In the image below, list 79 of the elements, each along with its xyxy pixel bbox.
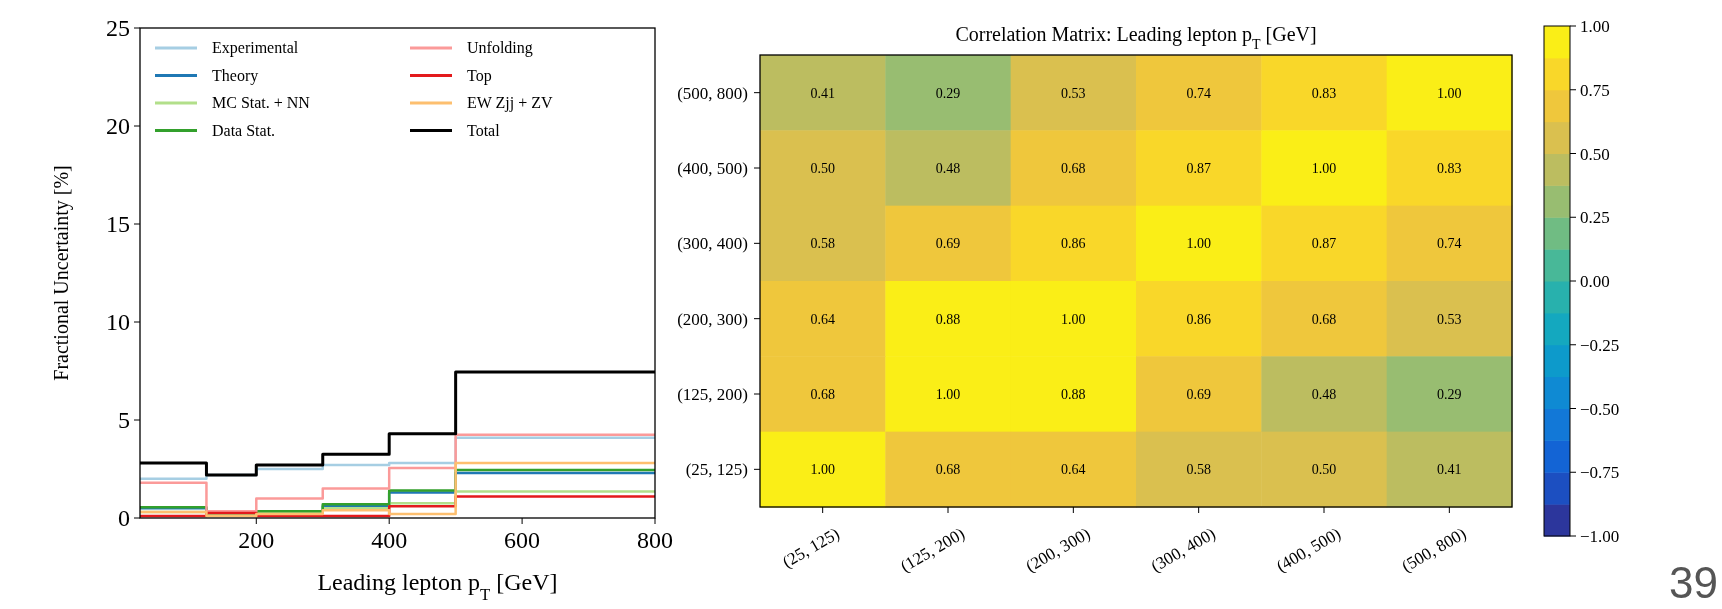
color-bar-label: 0.50 <box>1580 144 1610 164</box>
y-tick-label: 5 <box>118 407 130 433</box>
data-label: 0.48 <box>1311 387 1337 402</box>
data-label: 0.68 <box>935 462 961 478</box>
data-label: 1.00 <box>810 462 835 478</box>
data-label: 0.87 <box>1311 236 1337 252</box>
legend-label: Unfolding <box>467 39 533 57</box>
y-tick-label: (200, 300) <box>677 309 748 329</box>
data-label: 0.74 <box>1437 236 1462 252</box>
data-label: 0.64 <box>1061 462 1086 478</box>
data-label: 0.58 <box>1186 462 1211 478</box>
data-label: 0.86 <box>1186 311 1211 327</box>
data-label: 0.53 <box>1061 85 1086 101</box>
data-label: 0.69 <box>1186 387 1211 402</box>
y-tick-label: 15 <box>106 211 130 237</box>
x-tick-label: 800 <box>637 527 673 553</box>
y-tick-label: (400, 500) <box>677 159 748 178</box>
text: 39 <box>1669 558 1718 607</box>
y-tick-label: 10 <box>106 309 130 335</box>
data-label: 0.58 <box>810 236 835 252</box>
x-tick-label: 400 <box>371 527 408 553</box>
y-tick-label: 0 <box>118 505 130 531</box>
data-label: 0.88 <box>1061 387 1086 402</box>
data-label: 0.74 <box>1186 85 1211 101</box>
color-bar-label: 0.25 <box>1580 208 1610 228</box>
data-label: 0.87 <box>1186 161 1211 176</box>
color-bar-label: 0.75 <box>1580 80 1610 100</box>
data-label: 0.41 <box>1437 462 1462 478</box>
data-label: 0.68 <box>1311 311 1337 327</box>
data-label: 0.64 <box>810 311 835 327</box>
x-tick-label: (500, 800) <box>1398 524 1470 576</box>
data-label: 0.29 <box>1437 387 1462 402</box>
x-tick-label: (200, 300) <box>1022 524 1094 576</box>
legend-label: Total <box>467 121 501 139</box>
chart-title: Correlation Matrix: Leading lepton p$_{T}$ [GeV] <box>955 23 1317 52</box>
data-label: 1.00 <box>1186 236 1211 252</box>
data-label: 0.53 <box>1437 311 1462 327</box>
x-tick-label: (300, 400) <box>1147 524 1219 576</box>
x-tick-label: (25, 125) <box>779 524 843 572</box>
legend-label: Experimental <box>212 39 299 57</box>
data-label: 0.50 <box>810 161 835 176</box>
y-tick-label: (125, 200) <box>677 385 748 404</box>
y-tick-label: (500, 800) <box>677 83 748 103</box>
data-label: 0.68 <box>1061 161 1086 176</box>
data-label: 0.83 <box>1437 161 1462 176</box>
data-label: 0.68 <box>810 387 835 402</box>
data-label: 0.41 <box>810 85 835 101</box>
color-bar-label: −0.75 <box>1580 463 1620 483</box>
data-label: 1.00 <box>935 387 961 402</box>
legend-label: Top <box>467 66 492 85</box>
y-tick-label: 20 <box>106 113 130 139</box>
color-bar-label: −0.50 <box>1580 399 1620 419</box>
y-tick-label: (300, 400) <box>677 234 748 254</box>
color-bar-label: −0.25 <box>1580 335 1620 355</box>
y-tick-label: (25, 125) <box>685 460 748 480</box>
color-bar-label: 1.00 <box>1580 17 1610 36</box>
y-tick-label: 25 <box>106 15 130 41</box>
y-axis-title: Fractional Uncertainty [%] <box>50 165 73 381</box>
x-tick-label: 200 <box>238 527 275 553</box>
data-label: 1.00 <box>1311 161 1337 176</box>
legend-label: EW Zjj + ZV <box>467 94 554 112</box>
data-label: 0.83 <box>1311 85 1337 101</box>
data-label: 0.50 <box>1311 462 1337 478</box>
color-bar-label: −1.00 <box>1580 527 1620 546</box>
data-label: 0.29 <box>935 85 961 101</box>
color-bar-label: 0.00 <box>1580 272 1610 291</box>
x-tick-label: (125, 200) <box>897 524 968 576</box>
data-label: 0.48 <box>935 161 961 176</box>
x-tick-label: (400, 500) <box>1273 524 1344 576</box>
data-label: 0.88 <box>935 311 961 327</box>
data-label: 0.86 <box>1061 236 1086 252</box>
legend-label: Data Stat. <box>212 121 276 139</box>
data-label: 1.00 <box>1061 311 1086 327</box>
data-label: 1.00 <box>1437 85 1462 101</box>
legend-label: MC Stat. + NN <box>212 94 311 111</box>
x-axis-title: Leading lepton p$_{T}$ [GeV] <box>317 569 558 604</box>
legend-label: Theory <box>212 66 259 85</box>
x-tick-label: 600 <box>504 527 541 553</box>
data-label: 0.69 <box>935 236 961 252</box>
